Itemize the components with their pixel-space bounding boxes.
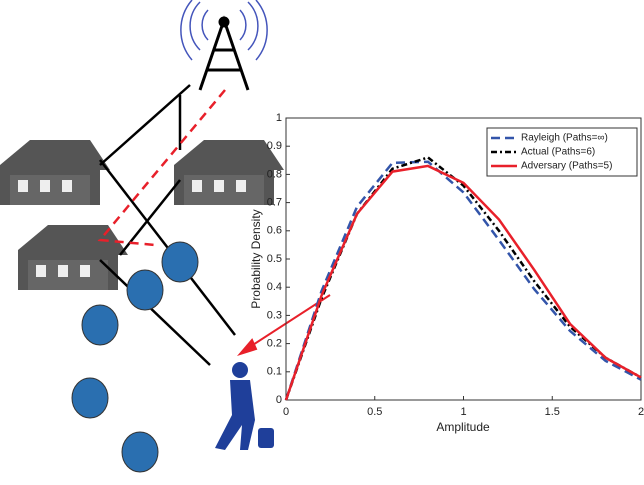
x-tick-label: 1.5 — [545, 406, 560, 418]
dishes — [71, 241, 199, 473]
y-tick-label: 0.5 — [267, 253, 282, 265]
y-tick-label: 0 — [276, 394, 282, 406]
legend-label: Actual (Paths=6) — [521, 147, 595, 158]
houses — [0, 140, 284, 290]
y-tick-label: 0.3 — [267, 309, 282, 321]
y-tick-label: 0.8 — [267, 168, 282, 180]
arrow — [236, 294, 331, 356]
series-line — [284, 160, 642, 401]
plot: 0 0.1 0.2 0.3 0.4 0.5 0.6 0.7 0.8 0.9 1 0 0.5 1 1.5 2 Ra… — [267, 112, 644, 418]
rays — [97, 84, 236, 366]
y-axis-label: Probability Density — [249, 209, 263, 308]
illustration — [0, 0, 331, 473]
x-tick-label: 2 — [638, 406, 644, 418]
person — [215, 362, 274, 450]
y-tick-label: 0.9 — [267, 140, 282, 152]
y-tick-label: 0.4 — [267, 281, 282, 293]
y-tick-label: 1 — [276, 112, 282, 124]
y-tick-label: 0.1 — [267, 366, 282, 378]
y-tick-label: 0.7 — [267, 197, 282, 209]
y-tick-label: 0.6 — [267, 225, 282, 237]
tower — [180, 0, 268, 91]
x-axis-label: Amplitude — [436, 420, 490, 434]
series-line — [284, 156, 642, 401]
x-tick-label: 0 — [283, 406, 289, 418]
legend-label: Rayleigh (Paths=∞) — [521, 133, 608, 144]
x-tick-label: 1 — [460, 406, 466, 418]
legend-label: Adversary (Paths=5) — [521, 161, 612, 172]
series-line — [284, 164, 642, 401]
y-tick-label: 0.2 — [267, 338, 282, 350]
x-tick-label: 0.5 — [367, 406, 382, 418]
legend-box — [486, 127, 638, 177]
